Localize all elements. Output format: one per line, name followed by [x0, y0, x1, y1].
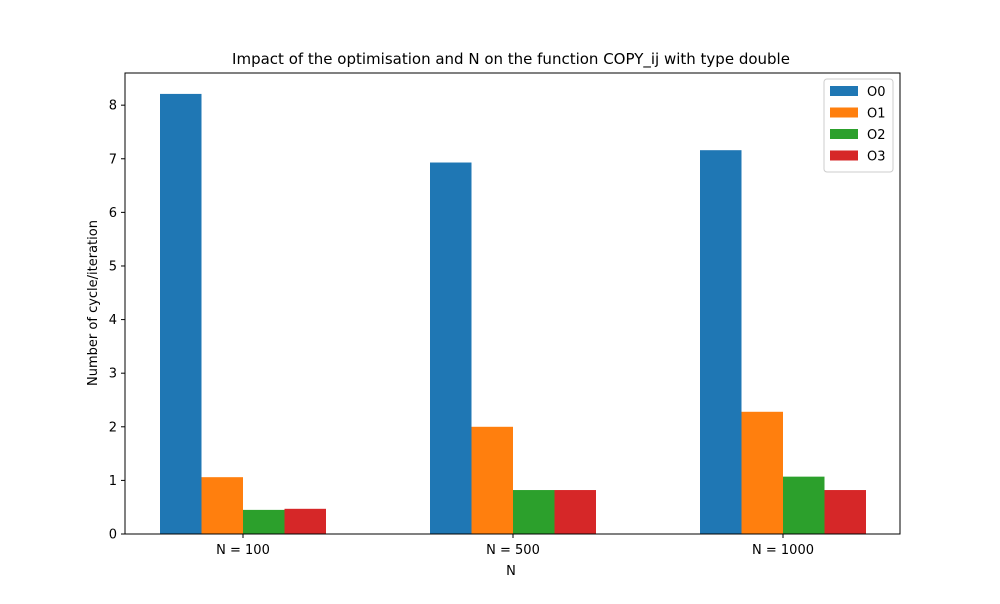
- bar-o0-2: [430, 162, 472, 534]
- chart-title: Impact of the optimisation and N on the …: [232, 50, 790, 69]
- legend-label-o2: O2: [867, 128, 886, 143]
- legend-swatch-o2: [830, 129, 858, 139]
- y-axis-label: Number of cycle/iteration: [86, 220, 101, 386]
- x-tick-label: N = 100: [216, 543, 270, 558]
- plot-area: N = 100 N = 500 N = 1000 0 1 2 3 4 5 6 7 8: [109, 72, 901, 558]
- legend: O0 O1 O2 O3: [823, 78, 894, 173]
- bar-o0-1: [160, 93, 202, 534]
- legend-label-o0: O0: [867, 85, 886, 100]
- x-tick-label: N = 500: [486, 543, 540, 558]
- bar-o3-3: [824, 490, 866, 534]
- bar-o0-3: [700, 150, 742, 534]
- y-tick-label: 1: [109, 474, 117, 489]
- y-tick-label: 4: [109, 313, 117, 328]
- legend-box: [823, 78, 894, 173]
- legend-swatch-o1: [830, 107, 858, 118]
- legend-label-o3: O3: [867, 150, 886, 165]
- bar-o1-3: [741, 411, 783, 534]
- y-tick-label: 2: [109, 420, 117, 435]
- bar-o1-1: [201, 477, 243, 534]
- y-tick-label: 0: [109, 528, 117, 543]
- bar-o1-2: [471, 426, 513, 534]
- y-tick-label: 6: [109, 206, 117, 221]
- y-tick-label: 8: [109, 99, 117, 114]
- axes-frame: [124, 72, 901, 535]
- bar-o3-1: [284, 508, 326, 534]
- bar-o2-1: [243, 509, 285, 534]
- y-tick-label: 3: [109, 367, 117, 382]
- y-tick-label: 5: [109, 259, 117, 274]
- x-axis-label: N: [506, 564, 516, 579]
- bar-o2-2: [513, 490, 555, 534]
- bar-o2-3: [783, 476, 825, 534]
- bar-o3-2: [554, 490, 596, 534]
- legend-swatch-o0: [830, 86, 858, 96]
- y-tick-label: 7: [109, 152, 117, 167]
- legend-label-o1: O1: [867, 107, 886, 122]
- legend-swatch-o3: [830, 150, 858, 161]
- x-tick-label: N = 1000: [752, 543, 814, 558]
